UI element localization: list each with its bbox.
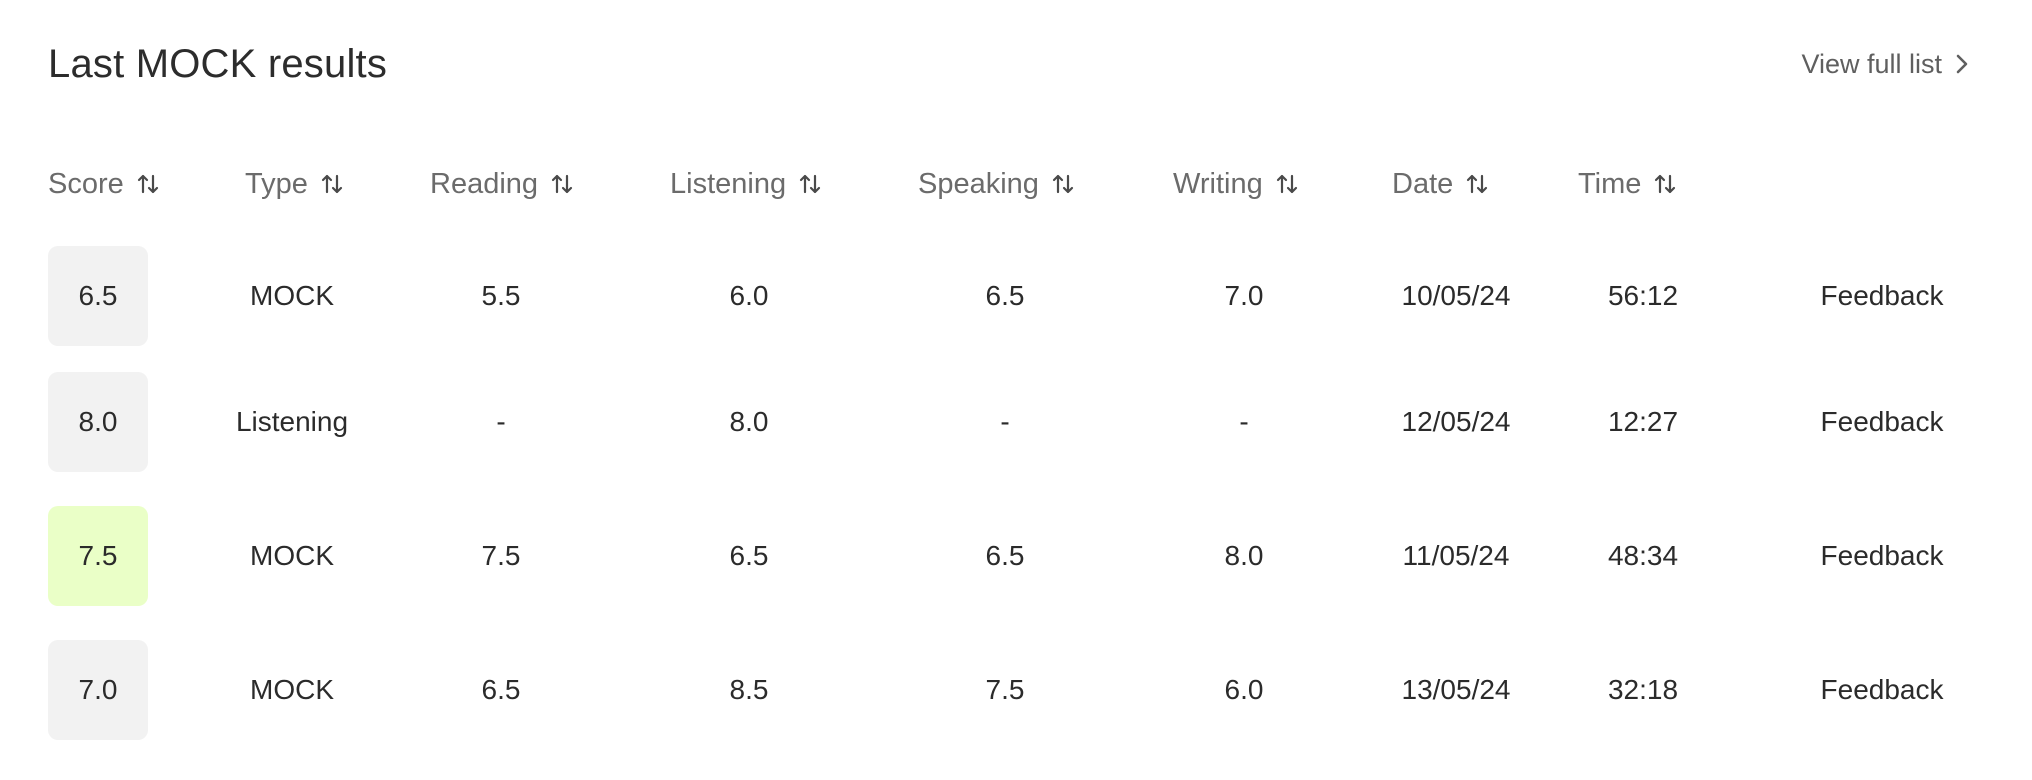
column-header-label: Time [1578, 167, 1642, 200]
view-full-list-label: View full list [1801, 48, 1942, 79]
sort-icon [1465, 172, 1489, 196]
column-header-label: Listening [670, 167, 787, 200]
column-header-type[interactable]: Type [245, 164, 344, 204]
column-header-label: Score [48, 167, 124, 200]
listening-cell: 6.0 [729, 280, 769, 311]
reading-cell: 6.5 [481, 674, 521, 705]
listening-cell: 6.5 [729, 540, 769, 571]
feedback-link[interactable]: Feedback [1820, 674, 1944, 705]
time-cell: 48:34 [1607, 540, 1679, 571]
sort-icon [1653, 172, 1677, 196]
speaking-cell: 7.5 [985, 674, 1025, 705]
table-row: 7.5 MOCK 7.5 6.5 6.5 8.0 11/05/24 48:34 … [0, 506, 2032, 606]
column-header-reading[interactable]: Reading [430, 164, 574, 204]
score-badge: 7.5 [48, 506, 148, 606]
column-header-listening[interactable]: Listening [670, 164, 822, 204]
column-header-label: Reading [430, 167, 539, 200]
time-cell: 56:12 [1607, 280, 1679, 311]
sort-icon [320, 172, 344, 196]
sort-icon [1051, 172, 1075, 196]
type-cell: MOCK [250, 674, 334, 705]
reading-cell: 7.5 [481, 540, 521, 571]
feedback-link[interactable]: Feedback [1820, 406, 1944, 437]
date-cell: 13/05/24 [1401, 674, 1511, 705]
speaking-cell: 6.5 [985, 280, 1025, 311]
writing-cell: 6.0 [1224, 674, 1264, 705]
chevron-right-icon [1956, 54, 1968, 74]
column-header-label: Writing [1173, 167, 1263, 200]
column-header-label: Speaking [918, 167, 1039, 200]
column-header-speaking[interactable]: Speaking [918, 164, 1075, 204]
column-header-label: Date [1392, 167, 1454, 200]
score-badge: 6.5 [48, 246, 148, 346]
column-header-writing[interactable]: Writing [1173, 164, 1299, 204]
feedback-link[interactable]: Feedback [1820, 540, 1944, 571]
type-cell: MOCK [250, 280, 334, 311]
listening-cell: 8.5 [729, 674, 769, 705]
score-badge: 8.0 [48, 372, 148, 472]
column-header-label: Type [245, 167, 308, 200]
listening-cell: 8.0 [729, 406, 769, 437]
sort-icon [550, 172, 574, 196]
table-row: 6.5 MOCK 5.5 6.0 6.5 7.0 10/05/24 56:12 … [0, 246, 2032, 346]
speaking-cell: 6.5 [985, 540, 1025, 571]
reading-cell: - [496, 406, 506, 437]
column-header-score[interactable]: Score [48, 164, 160, 204]
column-header-date[interactable]: Date [1392, 164, 1489, 204]
view-full-list-link[interactable]: View full list [1801, 44, 1968, 84]
type-cell: Listening [235, 406, 349, 437]
sort-icon [1275, 172, 1299, 196]
page-title: Last MOCK results [48, 42, 388, 86]
date-cell: 12/05/24 [1401, 406, 1511, 437]
time-cell: 32:18 [1607, 674, 1679, 705]
writing-cell: 7.0 [1224, 280, 1264, 311]
sort-icon [798, 172, 822, 196]
feedback-link[interactable]: Feedback [1820, 280, 1944, 311]
writing-cell: - [1239, 406, 1249, 437]
date-cell: 10/05/24 [1401, 280, 1511, 311]
writing-cell: 8.0 [1224, 540, 1264, 571]
time-cell: 12:27 [1607, 406, 1679, 437]
column-header-time[interactable]: Time [1578, 164, 1677, 204]
table-row: 8.0 Listening - 8.0 - - 12/05/24 12:27 F… [0, 372, 2032, 472]
speaking-cell: - [1000, 406, 1010, 437]
score-badge: 7.0 [48, 640, 148, 740]
reading-cell: 5.5 [481, 280, 521, 311]
type-cell: MOCK [250, 540, 334, 571]
sort-icon [136, 172, 160, 196]
table-row: 7.0 MOCK 6.5 8.5 7.5 6.0 13/05/24 32:18 … [0, 640, 2032, 740]
date-cell: 11/05/24 [1402, 540, 1510, 571]
